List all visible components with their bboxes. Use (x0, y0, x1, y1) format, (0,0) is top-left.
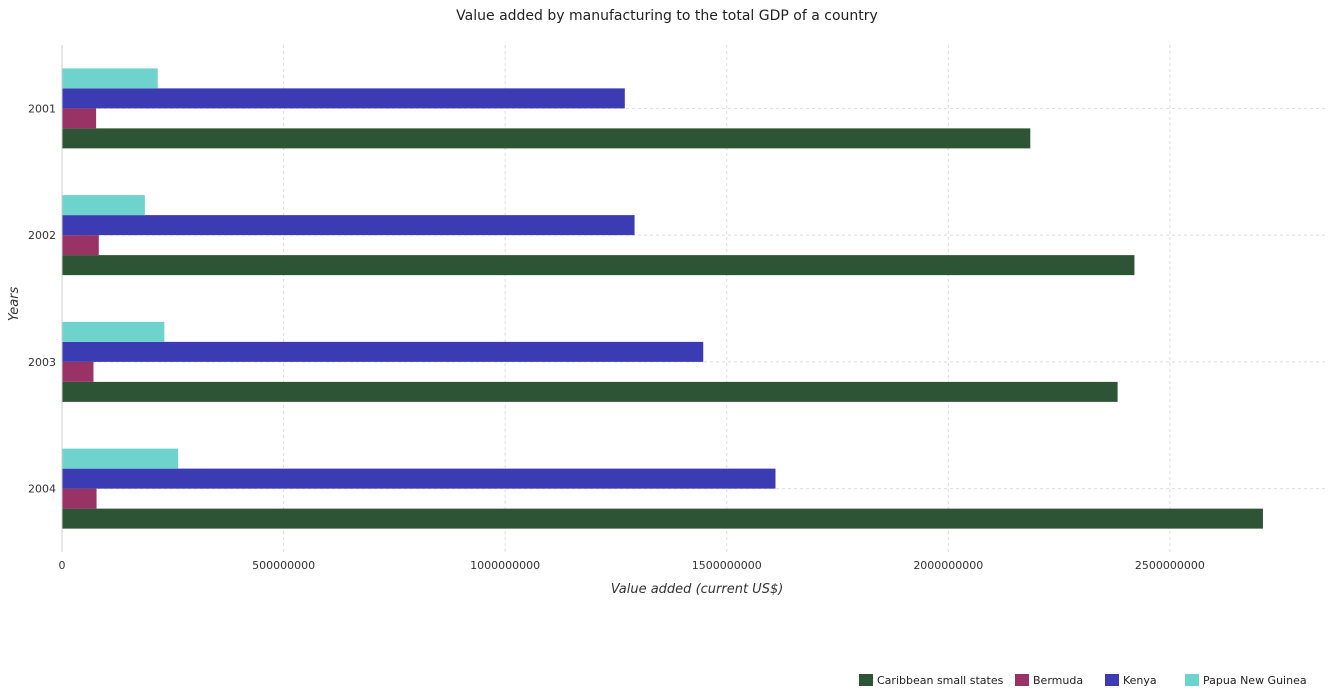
y-tick-label: 2002 (28, 229, 56, 242)
bar-kenya-2002 (62, 215, 635, 236)
y-tick-label: 2004 (28, 483, 56, 496)
bar-kenya-2003 (62, 341, 704, 362)
legend: Caribbean small states Bermuda Kenya Papua … (859, 674, 1307, 687)
legend-swatch (1105, 674, 1119, 686)
legend-swatch (1185, 674, 1199, 686)
bar-caribbean-small-states-2001 (62, 128, 1031, 149)
x-tick-label: 1500000000 (692, 559, 762, 572)
y-axis-title: Years (7, 286, 22, 321)
bar-kenya-2004 (62, 468, 776, 489)
legend-swatch (1015, 674, 1029, 686)
bar-kenya-2001 (62, 88, 625, 109)
bar-papua-new-guinea-2002 (62, 195, 145, 216)
bar-caribbean-small-states-2004 (62, 508, 1263, 529)
bar-bermuda-2001 (62, 108, 97, 129)
chart-title: Value added by manufacturing to the tota… (456, 8, 878, 24)
axis-layer: 0 500000000 1000000000 1500000000 2000000000… (28, 45, 1205, 572)
x-tick-label: 2000000000 (913, 559, 983, 572)
bar-papua-new-guinea-2003 (62, 321, 165, 342)
bar-papua-new-guinea-2004 (62, 448, 179, 469)
x-tick-label: 2500000000 (1135, 559, 1205, 572)
y-tick-label: 2003 (28, 356, 56, 369)
legend-label: Kenya (1123, 674, 1157, 687)
x-axis-title: Value added (current US$) (611, 582, 784, 597)
bar-caribbean-small-states-2003 (62, 381, 1118, 402)
x-tick-label: 1000000000 (470, 559, 540, 572)
bar-layer (62, 68, 1263, 529)
y-tick-label: 2001 (28, 102, 56, 115)
bar-papua-new-guinea-2001 (62, 68, 158, 89)
legend-label: Caribbean small states (877, 674, 1004, 687)
x-tick-label: 0 (59, 559, 66, 572)
legend-swatch (859, 674, 873, 686)
x-tick-label: 500000000 (252, 559, 315, 572)
bar-bermuda-2004 (62, 488, 97, 509)
bar-bermuda-2002 (62, 235, 99, 256)
bar-bermuda-2003 (62, 361, 94, 382)
legend-label: Bermuda (1033, 674, 1083, 687)
bar-caribbean-small-states-2002 (62, 255, 1135, 276)
legend-label: Papua New Guinea (1203, 674, 1307, 687)
